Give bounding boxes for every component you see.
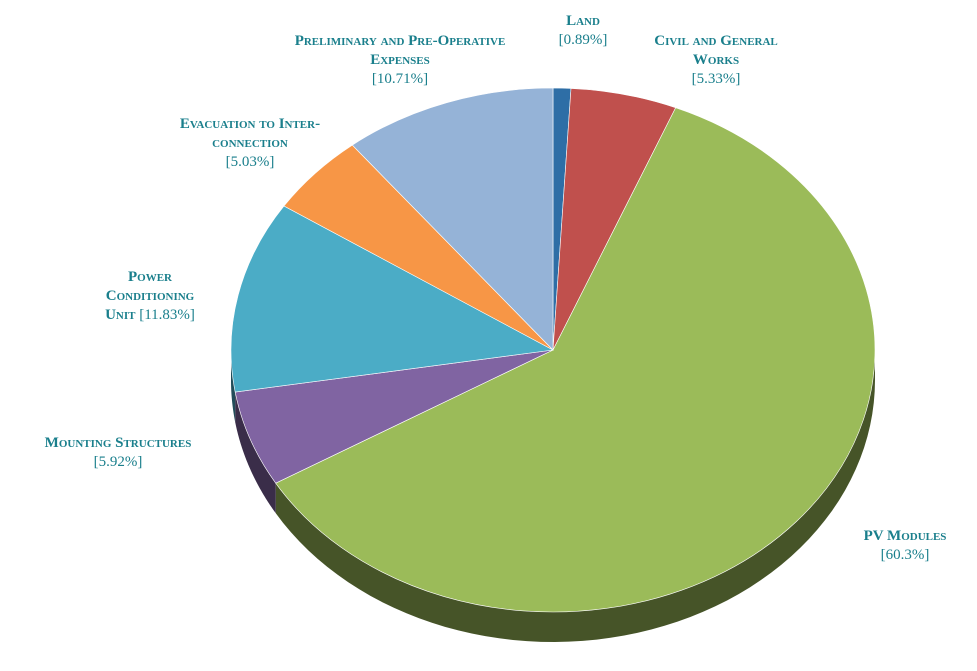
slice: [234, 349, 554, 484]
value-label: [10.71%]: [371, 71, 429, 87]
slice: [351, 87, 554, 351]
category-label: Civil and General Works: [654, 33, 778, 68]
category-label: Preliminary and Pre-Operative Expenses: [294, 33, 506, 68]
category-label: Land: [566, 13, 600, 29]
slice-label: Evacuation to Inter-connection [5.03%]: [165, 115, 335, 172]
value-label: [5.92%]: [93, 454, 143, 470]
value-label: [11.83%]: [139, 307, 195, 323]
slice-side: [235, 392, 276, 514]
slice: [275, 107, 876, 613]
slice-label: Mounting Structures [5.92%]: [3, 434, 233, 472]
slice-label: Power Conditioning Unit [11.83%]: [90, 268, 210, 325]
category-label: Power Conditioning Unit: [105, 269, 195, 323]
category-label: Evacuation to Inter-connection: [179, 116, 321, 151]
value-label: [0.89%]: [558, 32, 608, 48]
value-label: [5.33%]: [691, 71, 741, 87]
slice: [230, 205, 554, 393]
slice-label: Land [0.89%]: [543, 12, 623, 50]
slice-label: PV Modules [60.3%]: [830, 527, 977, 565]
value-label: [60.3%]: [880, 547, 930, 563]
slice-side: [231, 350, 236, 423]
slice-label: Preliminary and Pre-Operative Expenses [1…: [290, 32, 510, 89]
value-label: [5.03%]: [225, 154, 275, 170]
slice-label: Civil and General Works [5.33%]: [641, 32, 791, 89]
category-label: PV Modules: [863, 528, 947, 544]
category-label: Mounting Structures: [44, 435, 192, 451]
